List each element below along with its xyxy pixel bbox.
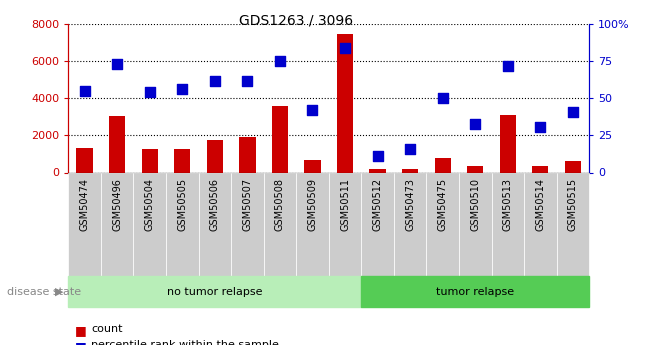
Bar	[492, 172, 524, 276]
Bar	[467, 166, 483, 172]
Point	[535, 124, 546, 129]
Bar	[361, 172, 394, 276]
Text: no tumor relapse: no tumor relapse	[167, 287, 262, 296]
Text: ▶: ▶	[55, 287, 64, 296]
Bar	[101, 172, 133, 276]
Bar	[141, 149, 158, 172]
Text: GSM50511: GSM50511	[340, 178, 350, 231]
Bar	[296, 172, 329, 276]
Point	[437, 96, 448, 101]
Text: GSM50473: GSM50473	[405, 178, 415, 231]
Text: percentile rank within the sample: percentile rank within the sample	[91, 340, 279, 345]
Point	[470, 121, 480, 126]
Point	[340, 45, 350, 51]
Bar	[199, 172, 231, 276]
Text: GSM50508: GSM50508	[275, 178, 285, 231]
Bar	[109, 116, 125, 172]
Bar	[532, 166, 548, 172]
Bar	[166, 172, 199, 276]
Point	[79, 88, 90, 93]
Bar	[329, 172, 361, 276]
Text: GDS1263 / 3096: GDS1263 / 3096	[239, 14, 353, 28]
Text: disease state: disease state	[7, 287, 81, 296]
Bar	[426, 172, 459, 276]
Bar	[459, 172, 492, 276]
Bar	[68, 172, 101, 276]
Text: count: count	[91, 324, 122, 334]
Text: GSM50509: GSM50509	[307, 178, 318, 231]
Bar	[231, 172, 264, 276]
Bar	[68, 276, 361, 307]
Point	[112, 61, 122, 67]
Bar	[240, 137, 255, 172]
Text: GSM50513: GSM50513	[503, 178, 513, 231]
Bar	[394, 172, 426, 276]
Bar	[370, 169, 385, 172]
Bar	[207, 140, 223, 172]
Text: ■: ■	[75, 340, 87, 345]
Text: ■: ■	[75, 324, 87, 337]
Bar	[272, 106, 288, 172]
Text: tumor relapse: tumor relapse	[436, 287, 514, 296]
Bar	[77, 148, 92, 172]
Text: GSM50512: GSM50512	[372, 178, 383, 231]
Bar	[133, 172, 166, 276]
Text: GSM50506: GSM50506	[210, 178, 220, 231]
Bar	[564, 161, 581, 172]
Text: GSM50510: GSM50510	[470, 178, 480, 231]
Text: GSM50515: GSM50515	[568, 178, 578, 231]
Point	[503, 63, 513, 68]
Bar	[174, 149, 190, 172]
Text: GSM50514: GSM50514	[535, 178, 546, 231]
Point	[145, 90, 155, 95]
Bar	[264, 172, 296, 276]
Point	[210, 78, 220, 83]
Bar	[304, 159, 320, 172]
Text: GSM50507: GSM50507	[242, 178, 253, 231]
Text: GSM50475: GSM50475	[437, 178, 448, 231]
Text: GSM50496: GSM50496	[112, 178, 122, 230]
Bar	[337, 34, 353, 172]
Bar	[557, 172, 589, 276]
Bar	[361, 276, 589, 307]
Text: GSM50474: GSM50474	[79, 178, 90, 231]
Bar	[500, 115, 516, 172]
Point	[372, 154, 383, 159]
Point	[177, 87, 187, 92]
Point	[307, 107, 318, 113]
Point	[242, 78, 253, 83]
Text: GSM50505: GSM50505	[177, 178, 187, 231]
Bar	[402, 169, 418, 172]
Text: GSM50504: GSM50504	[145, 178, 155, 231]
Point	[568, 109, 578, 115]
Bar	[524, 172, 557, 276]
Bar	[435, 158, 450, 172]
Point	[275, 58, 285, 64]
Point	[405, 146, 415, 151]
